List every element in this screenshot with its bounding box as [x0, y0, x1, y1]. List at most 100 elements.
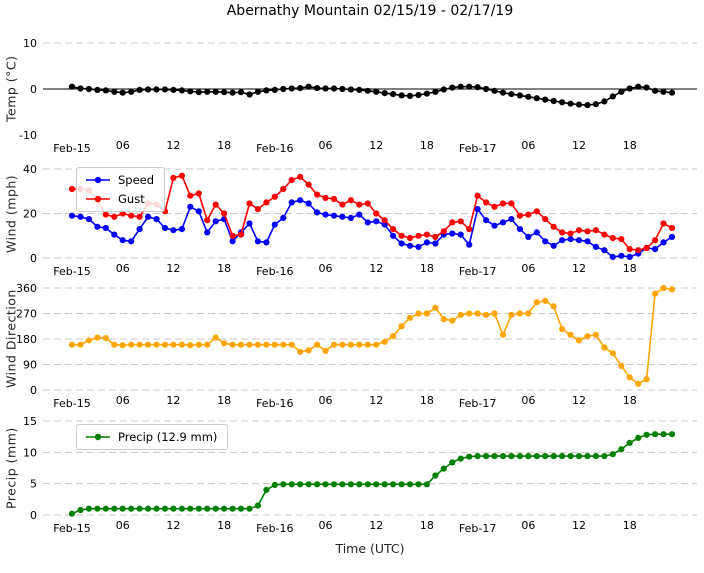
svg-text:Feb-17: Feb-17 [459, 142, 496, 155]
svg-text:18: 18 [623, 519, 637, 532]
svg-text:18: 18 [217, 519, 231, 532]
svg-text:5: 5 [30, 478, 37, 491]
wind-legend: Speed Gust [76, 167, 166, 212]
wind-axis-label: Wind (mph) [3, 174, 19, 253]
precipitation-yticklabels: 0 5 10 15 [23, 415, 37, 522]
chart-title: Abernathy Mountain 02/15/19 - 02/17/19 [226, 3, 514, 19]
svg-text:06: 06 [521, 139, 535, 152]
svg-text:20: 20 [23, 208, 37, 221]
svg-text:06: 06 [521, 262, 535, 275]
svg-text:12: 12 [572, 394, 586, 407]
svg-text:18: 18 [217, 139, 231, 152]
svg-text:Feb-16: Feb-16 [256, 522, 293, 535]
svg-text:06: 06 [116, 262, 130, 275]
svg-text:-10: -10 [19, 129, 37, 142]
svg-text:Feb-16: Feb-16 [256, 397, 293, 410]
svg-text:12: 12 [166, 394, 180, 407]
svg-text:15: 15 [23, 415, 37, 428]
precip-legend: Precip (12.9 mm) [76, 424, 229, 450]
gust-line-marker-icon [86, 195, 110, 203]
svg-text:360: 360 [16, 282, 37, 295]
x-axis-label: Time (UTC) [335, 541, 405, 556]
svg-text:270: 270 [16, 308, 37, 321]
gust-legend-label: Gust [118, 192, 145, 206]
svg-text:12: 12 [369, 262, 383, 275]
direction-axis-label: Wind Direction [3, 289, 19, 389]
svg-text:12: 12 [369, 139, 383, 152]
wind-chart: 0 20 40 Feb-15 06 12 18 Feb-16 06 12 18 Feb-17 06 12 1… [23, 163, 697, 278]
wind-direction-yticklabels: 0 90 180 270 360 [16, 282, 37, 397]
precip-legend-label: Precip (12.9 mm) [118, 430, 218, 444]
svg-text:12: 12 [369, 519, 383, 532]
svg-text:18: 18 [420, 139, 434, 152]
svg-text:18: 18 [420, 519, 434, 532]
svg-text:12: 12 [166, 139, 180, 152]
speed-legend-label: Speed [118, 173, 155, 187]
svg-text:06: 06 [521, 394, 535, 407]
svg-text:0: 0 [30, 509, 37, 522]
svg-text:0: 0 [30, 83, 37, 96]
svg-text:06: 06 [116, 519, 130, 532]
svg-text:0: 0 [30, 384, 37, 397]
svg-text:18: 18 [623, 262, 637, 275]
temperature-chart: -10 0 10 Feb-15 06 12 18 Feb-16 06 12 18 Feb-17 06 12… [19, 37, 697, 155]
svg-text:18: 18 [623, 139, 637, 152]
svg-text:Feb-17: Feb-17 [459, 265, 496, 278]
svg-text:Feb-16: Feb-16 [256, 142, 293, 155]
svg-text:18: 18 [623, 394, 637, 407]
svg-text:12: 12 [572, 139, 586, 152]
svg-text:06: 06 [116, 139, 130, 152]
precip-line-marker-icon [86, 433, 110, 441]
svg-text:18: 18 [217, 394, 231, 407]
legend-item-speed: Speed [85, 173, 154, 187]
temperature-xticklabels: Feb-15 06 12 18 Feb-16 06 12 18 Feb-17 06 12 18 [53, 139, 636, 155]
svg-text:0: 0 [30, 252, 37, 265]
svg-text:06: 06 [319, 139, 333, 152]
svg-text:18: 18 [420, 394, 434, 407]
svg-text:10: 10 [23, 37, 37, 50]
svg-text:12: 12 [166, 519, 180, 532]
svg-text:Feb-15: Feb-15 [53, 522, 90, 535]
svg-text:12: 12 [166, 262, 180, 275]
svg-text:Feb-15: Feb-15 [53, 265, 90, 278]
svg-text:06: 06 [116, 394, 130, 407]
wind-direction-series-direction [68, 284, 676, 387]
svg-text:180: 180 [16, 333, 37, 346]
precipitation-xticklabels: Feb-15 06 12 18 Feb-16 06 12 18 Feb-17 06 12 18 [53, 519, 636, 535]
svg-text:12: 12 [369, 394, 383, 407]
precipitation-gridlines [43, 420, 697, 516]
temp-axis-label: Temp (°C) [3, 55, 19, 123]
svg-text:Feb-15: Feb-15 [53, 397, 90, 410]
svg-text:40: 40 [23, 163, 37, 176]
svg-text:06: 06 [319, 262, 333, 275]
wind-yticklabels: 0 20 40 [23, 163, 37, 265]
wind-direction-xticklabels: Feb-15 06 12 18 Feb-16 06 12 18 Feb-17 06 12 18 [53, 394, 636, 410]
legend-item-gust: Gust [85, 192, 154, 206]
svg-text:06: 06 [521, 519, 535, 532]
svg-text:Feb-17: Feb-17 [459, 522, 496, 535]
wind-series-speed [68, 197, 676, 260]
svg-text:12: 12 [572, 262, 586, 275]
wind-series-gust [68, 172, 676, 254]
wind-xticklabels: Feb-15 06 12 18 Feb-16 06 12 18 Feb-17 06 12 18 [53, 262, 636, 278]
svg-text:Feb-17: Feb-17 [459, 397, 496, 410]
svg-text:90: 90 [23, 359, 37, 372]
svg-text:06: 06 [319, 394, 333, 407]
svg-text:10: 10 [23, 446, 37, 459]
wind-gridlines [43, 168, 697, 259]
svg-text:Feb-15: Feb-15 [53, 142, 90, 155]
svg-text:18: 18 [420, 262, 434, 275]
svg-text:12: 12 [572, 519, 586, 532]
precip-axis-label: Precip (mm) [3, 427, 19, 509]
svg-text:06: 06 [319, 519, 333, 532]
svg-text:18: 18 [217, 262, 231, 275]
temperature-yticklabels: -10 0 10 [19, 37, 37, 142]
svg-text:Feb-16: Feb-16 [256, 265, 293, 278]
temperature-series-temp [68, 83, 676, 109]
precipitation-chart: 0 5 10 15 Feb-15 06 12 18 Feb-16 06 12 18 Feb-17 06 12… [23, 415, 697, 535]
precipitation-series-precip [68, 431, 676, 517]
legend-item-precip: Precip (12.9 mm) [85, 430, 217, 444]
